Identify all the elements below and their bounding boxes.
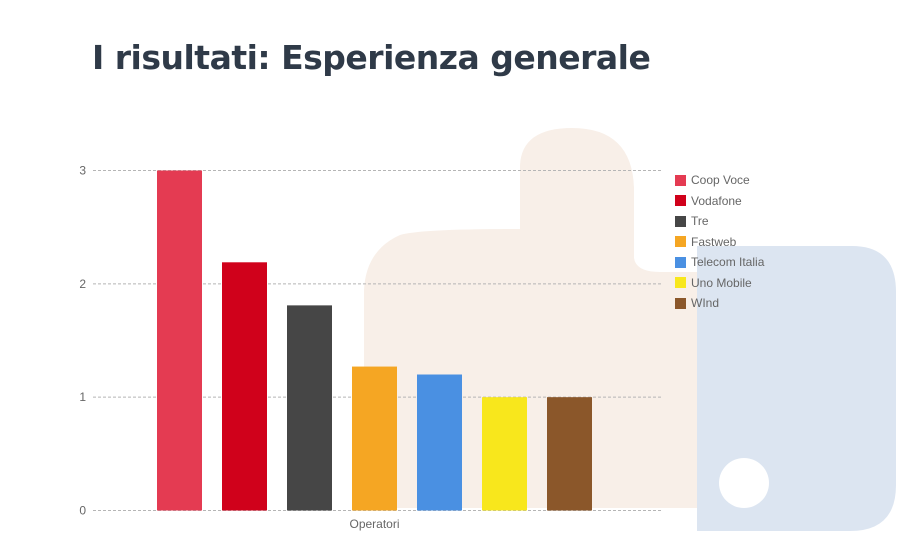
legend-label: WInd xyxy=(691,296,720,311)
legend-label: Fastweb xyxy=(691,234,737,249)
y-tick-label: 2 xyxy=(79,277,86,291)
legend-item[interactable]: Uno Mobile xyxy=(675,273,764,294)
legend-swatch xyxy=(675,195,686,207)
blue-thumb-circle xyxy=(719,458,769,508)
legend-item[interactable]: Tre xyxy=(675,211,764,232)
legend-label: Tre xyxy=(691,214,709,229)
bar-wind[interactable] xyxy=(547,397,592,511)
y-tick-label: 1 xyxy=(79,390,86,404)
bars xyxy=(157,170,592,511)
legend-item[interactable]: Telecom Italia xyxy=(675,252,764,273)
legend-item[interactable]: Coop Voce xyxy=(675,170,764,191)
legend-label: Uno Mobile xyxy=(691,275,752,290)
bar-telecom-italia[interactable] xyxy=(417,374,462,511)
bar-coop-voce[interactable] xyxy=(157,170,202,511)
legend-swatch xyxy=(675,174,686,186)
bar-vodafone[interactable] xyxy=(222,262,267,511)
legend-item[interactable]: Fastweb xyxy=(675,232,764,253)
legend-swatch xyxy=(675,236,686,248)
page-title: I risultati: Esperienza generale xyxy=(92,38,651,77)
y-tick-label: 0 xyxy=(79,504,86,518)
legend-label: Vodafone xyxy=(691,193,742,208)
legend-swatch xyxy=(675,256,686,268)
legend-swatch xyxy=(675,297,686,309)
y-tick-label: 3 xyxy=(79,164,86,178)
legend-item[interactable]: Vodafone xyxy=(675,191,764,212)
bar-fastweb[interactable] xyxy=(352,366,397,511)
bar-uno-mobile[interactable] xyxy=(482,397,527,511)
legend-swatch xyxy=(675,277,686,289)
legend-swatch xyxy=(675,215,686,227)
chart-legend: Coop Voce Vodafone Tre Fastweb Telecom Itali… xyxy=(675,170,764,314)
bar-tre[interactable] xyxy=(287,305,332,511)
y-axis-ticks: 0 1 2 3 xyxy=(79,164,86,518)
legend-item[interactable]: WInd xyxy=(675,293,764,314)
legend-label: Telecom Italia xyxy=(691,255,765,270)
x-axis-label: Operatori xyxy=(349,517,399,531)
legend-label: Coop Voce xyxy=(691,173,750,188)
